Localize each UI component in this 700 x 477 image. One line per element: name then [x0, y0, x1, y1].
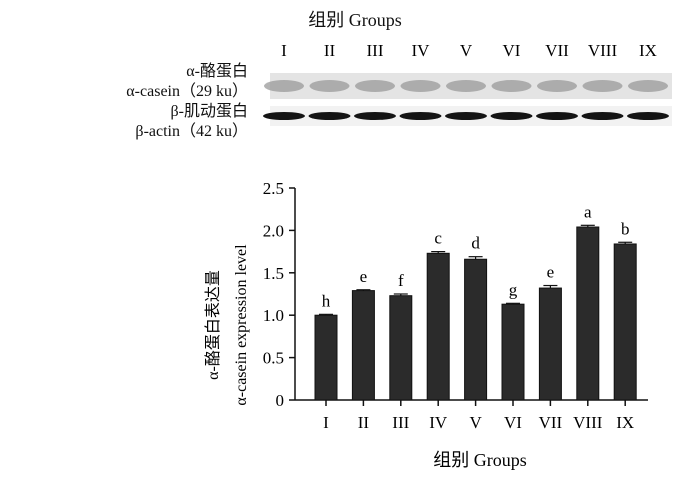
alpha-casein-band [491, 80, 532, 92]
bar [351, 290, 375, 401]
significance-letter: e [547, 263, 555, 282]
lane-label: VIII [588, 41, 618, 60]
y-axis-title-zh: α-酪蛋白表达量 [204, 270, 222, 380]
x-tick-label: VIII [573, 413, 603, 432]
lane-label: III [367, 41, 384, 60]
lane-label: IV [412, 41, 431, 60]
alpha-casein-bands [264, 80, 668, 92]
beta-actin-label-zh: β-肌动蛋白 [170, 103, 248, 120]
beta-actin-band [490, 112, 533, 120]
beta-actin-label: β-肌动蛋白 β-actin（42 ku） [135, 102, 248, 142]
y-tick-label: 1.5 [263, 264, 284, 283]
x-tick-label: V [469, 413, 482, 432]
beta-actin-band [581, 112, 624, 120]
x-tick-label: IX [616, 413, 634, 432]
x-tick-label: VI [504, 413, 522, 432]
y-ticks: 0 0.5 1.0 1.5 2.0 2.5 [263, 179, 295, 410]
beta-actin-band [536, 112, 578, 120]
significance-letter: b [621, 219, 630, 238]
alpha-casein-band [446, 80, 486, 92]
alpha-casein-band [355, 80, 395, 92]
alpha-casein-band [582, 80, 623, 92]
beta-actin-band [354, 112, 396, 120]
alpha-casein-label-zh: α-酪蛋白 [186, 63, 248, 80]
significance-letter: e [360, 267, 368, 286]
beta-actin-band [308, 112, 351, 120]
x-tick-label: II [358, 413, 370, 432]
bar [389, 295, 413, 401]
significance-letter: f [398, 271, 404, 290]
significance-letter: c [434, 229, 442, 248]
beta-actin-band [445, 112, 487, 120]
x-axis-title: 组别 Groups [433, 450, 527, 470]
x-tick-label: VII [539, 413, 563, 432]
lane-label: II [324, 41, 336, 60]
bar-chart: α-酪蛋白表达量 α-casein expression level 0 0.5 1… [204, 179, 648, 470]
x-tick-label: III [392, 413, 409, 432]
beta-actin-band [399, 112, 442, 120]
lane-label: VII [545, 41, 569, 60]
bar [576, 226, 600, 401]
bar [538, 287, 562, 401]
significance-letter: a [584, 202, 592, 221]
alpha-casein-band [400, 80, 441, 92]
beta-actin-band [263, 112, 305, 120]
alpha-casein-label-en: α-casein（29 ku） [126, 83, 248, 100]
y-tick-label: 2.0 [263, 221, 284, 240]
x-tick-label: I [323, 413, 329, 432]
y-tick-label: 1.0 [263, 306, 284, 325]
alpha-casein-band [537, 80, 577, 92]
blot-title: 组别 Groups [308, 10, 402, 30]
bar [613, 243, 637, 401]
beta-actin-band [627, 112, 669, 120]
x-tick-label: IV [429, 413, 448, 432]
significance-letter: d [471, 234, 480, 253]
lane-labels: I II III IV V VI VII VIII IX [281, 41, 657, 60]
y-tick-label: 0.5 [263, 349, 284, 368]
alpha-casein-band [309, 80, 350, 92]
bars: h e f c d g e a b [314, 202, 637, 401]
western-blot-panel: I II III IV V VI VII VIII IX [263, 41, 672, 126]
bar [314, 314, 338, 401]
lane-label: V [460, 41, 473, 60]
alpha-casein-band [264, 80, 304, 92]
bar [464, 258, 488, 401]
bar [501, 303, 525, 401]
lane-label: I [281, 41, 287, 60]
alpha-casein-label: α-酪蛋白 α-casein（29 ku） [126, 62, 248, 102]
y-axis-title: α-酪蛋白表达量 α-casein expression level [204, 244, 250, 406]
y-tick-label: 2.5 [263, 179, 284, 198]
y-axis-title-en: α-casein expression level [233, 244, 250, 406]
lane-label: VI [503, 41, 521, 60]
x-ticks: I II III IV V VI VII VIII IX [323, 400, 634, 432]
beta-actin-label-en: β-actin（42 ku） [135, 123, 248, 140]
significance-letter: h [322, 291, 331, 310]
beta-actin-bands [263, 112, 669, 120]
alpha-casein-band [628, 80, 668, 92]
lane-label: IX [639, 41, 657, 60]
y-tick-label: 0 [276, 391, 285, 410]
bar [426, 252, 450, 401]
significance-letter: g [509, 280, 518, 299]
